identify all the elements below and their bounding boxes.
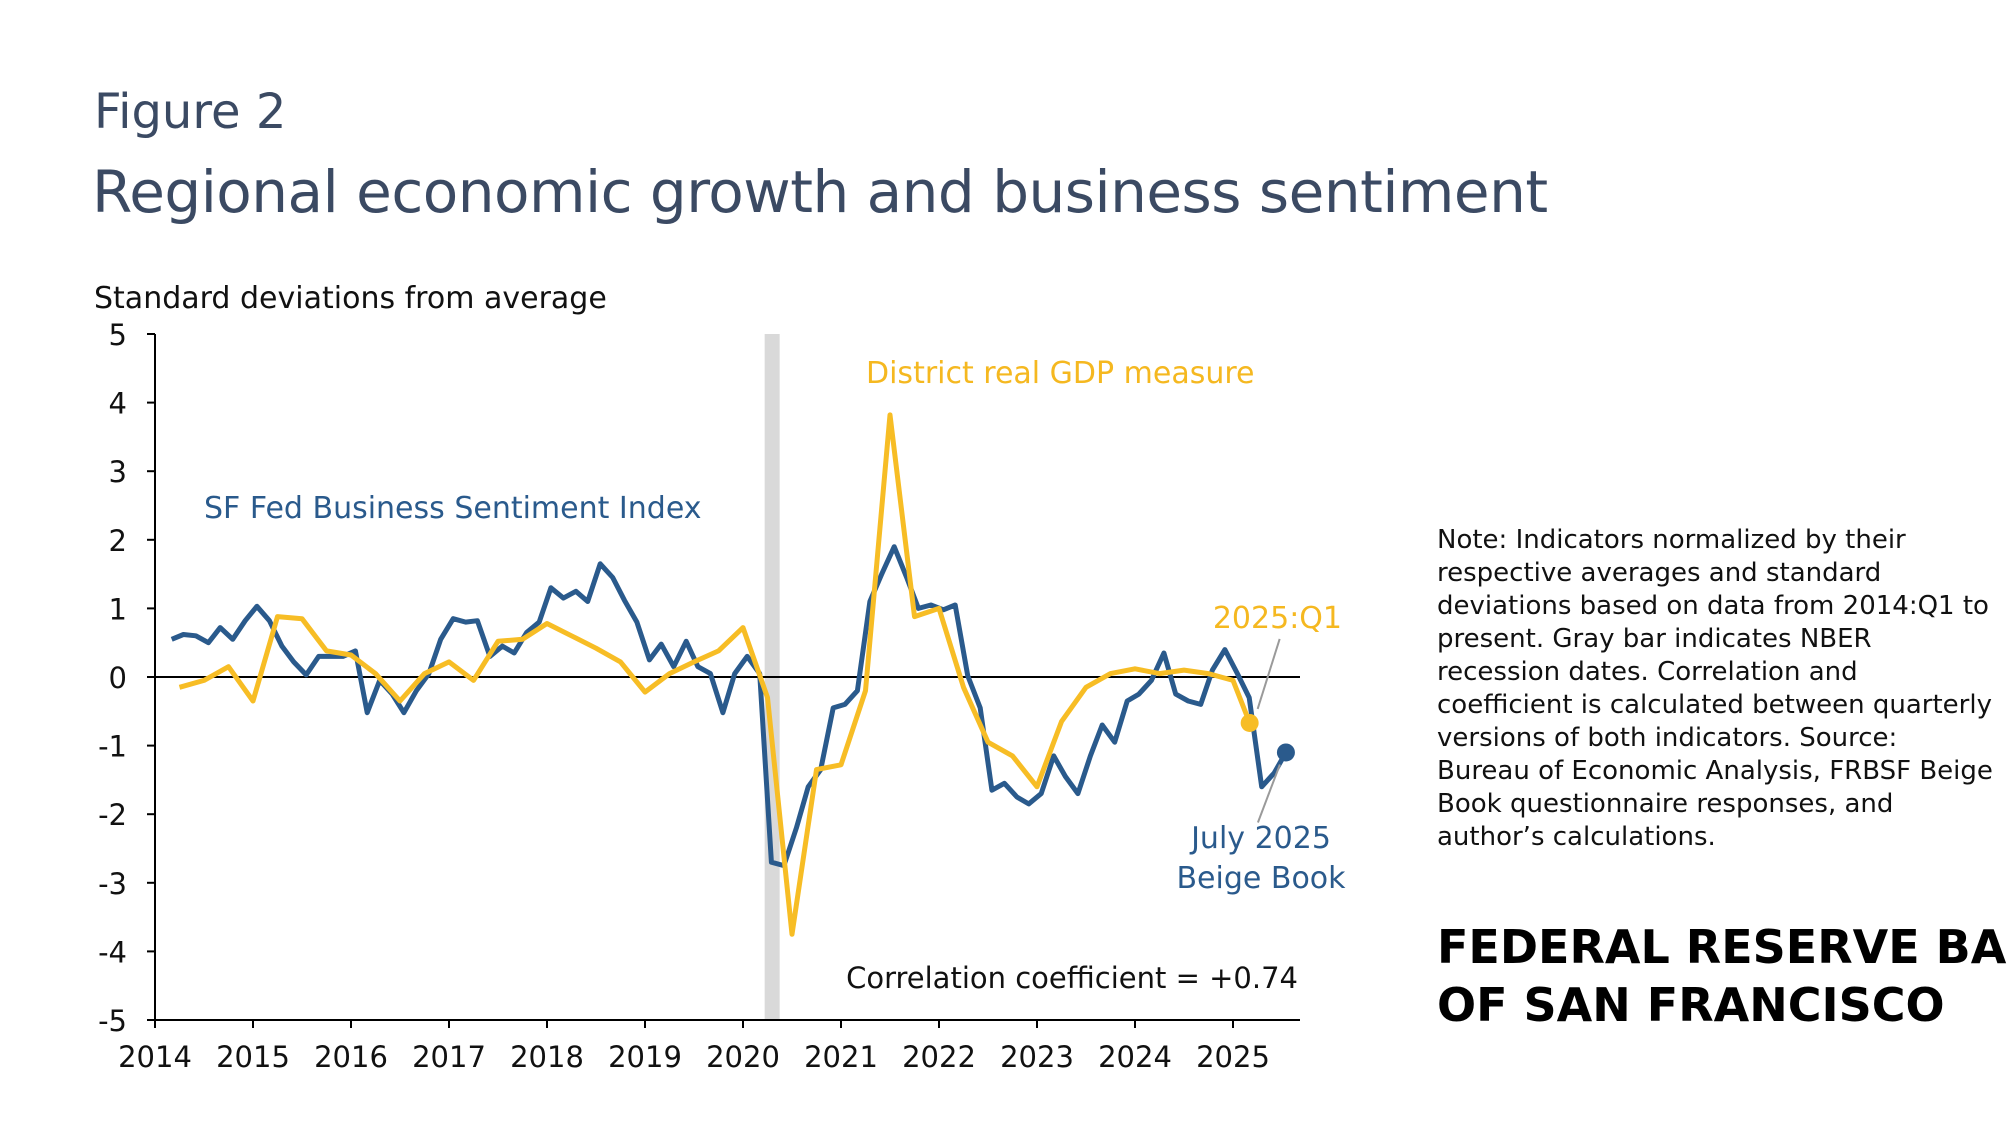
y-tick-label: -4 [98,935,127,969]
gdp-series-line [178,412,1253,937]
sentiment-series-line [170,544,1289,869]
x-tick-label: 2017 [412,1040,486,1074]
correlation-label: Correlation coefficient = +0.74 [846,961,1298,995]
x-tick-label: 2021 [804,1040,878,1074]
sentiment-point-label-line2: Beige Book [1176,861,1346,896]
gdp-latest-marker [1240,713,1259,732]
x-tick-label: 2014 [118,1040,192,1074]
institution-logo-text: FEDERAL RESERVE BANK OF SAN FRANCISCO [1437,918,2008,1034]
x-tick-label: 2023 [1000,1040,1074,1074]
institution-line-2: OF SAN FRANCISCO [1437,978,1945,1032]
x-tick-label: 2022 [902,1040,976,1074]
sentiment-point-label-line1: July 2025 [1189,821,1331,856]
chart-title: Regional economic growth and business se… [92,158,1548,226]
x-tick-label: 2025 [1196,1040,1270,1074]
y-tick-label: 0 [109,661,127,695]
gdp-callout-line [1256,638,1281,710]
institution-line-1: FEDERAL RESERVE BANK [1437,920,2008,974]
y-tick-label: -3 [98,867,127,901]
figure-label: Figure 2 [94,84,287,140]
y-tick-label: -1 [98,730,127,764]
chart-note: Note: Indicators normalized by their res… [1437,525,1993,852]
y-tick-label: 5 [109,318,127,352]
x-tick-label: 2016 [314,1040,388,1074]
x-tick-label: 2018 [510,1040,584,1074]
y-tick-label: 1 [109,592,127,626]
x-tick-label: 2015 [216,1040,290,1074]
x-tick-label: 2019 [608,1040,682,1074]
y-axis-label: Standard deviations from average [94,281,607,316]
sentiment-series-label: SF Fed Business Sentiment Index [204,491,702,526]
gdp-series-label: District real GDP measure [866,356,1255,391]
x-tick-label: 2020 [706,1040,780,1074]
y-tick-label: 2 [109,524,127,558]
sentiment-callout-line [1256,764,1281,823]
y-tick-label: 3 [109,455,127,489]
y-tick-label: 4 [109,387,127,421]
sentiment-latest-marker [1276,743,1295,762]
y-tick-label: -2 [98,798,127,832]
y-tick-label: -5 [98,1004,127,1038]
gdp-point-label: 2025:Q1 [1213,601,1342,636]
x-tick-label: 2024 [1098,1040,1172,1074]
